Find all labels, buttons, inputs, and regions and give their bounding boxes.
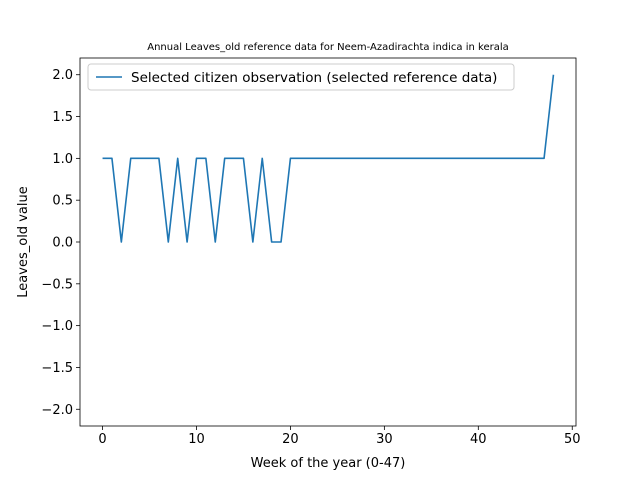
x-tick-label: 0 xyxy=(98,432,106,447)
x-tick-label: 50 xyxy=(564,432,581,447)
x-axis-ticks: 0 10 20 30 40 50 xyxy=(98,426,581,447)
x-tick-label: 30 xyxy=(376,432,393,447)
y-tick-label: 1.0 xyxy=(52,152,73,167)
y-tick-label: 1.5 xyxy=(52,110,73,125)
legend: Selected citizen observation (selected r… xyxy=(87,63,515,91)
x-tick-label: 40 xyxy=(470,432,487,447)
chart-title: Annual Leaves_old reference data for Nee… xyxy=(147,42,509,53)
plot-frame xyxy=(79,57,577,427)
y-tick-label: 2.0 xyxy=(52,68,73,83)
y-tick-label: 0.5 xyxy=(52,194,73,209)
x-tick-label: 20 xyxy=(282,432,299,447)
plot-area xyxy=(79,57,577,427)
y-tick-label: −1.5 xyxy=(41,361,73,376)
legend-box xyxy=(87,63,515,91)
y-tick-label: −2.0 xyxy=(41,403,73,418)
y-tick-label: −1.0 xyxy=(41,319,73,334)
y-axis-label: Leaves_old value xyxy=(16,186,31,297)
series-layer xyxy=(102,74,555,243)
series-line xyxy=(102,74,555,243)
x-tick-label: 10 xyxy=(188,432,205,447)
y-tick-label: 0.0 xyxy=(52,236,73,251)
y-tick-label: −0.5 xyxy=(41,277,73,292)
x-axis-label: Week of the year (0-47) xyxy=(251,456,406,471)
y-axis-ticks: −2.0 −1.5 −1.0 −0.5 0.0 0.5 1.0 1.5 2.0 xyxy=(41,68,80,418)
legend-label: Selected citizen observation (selected r… xyxy=(131,70,497,86)
